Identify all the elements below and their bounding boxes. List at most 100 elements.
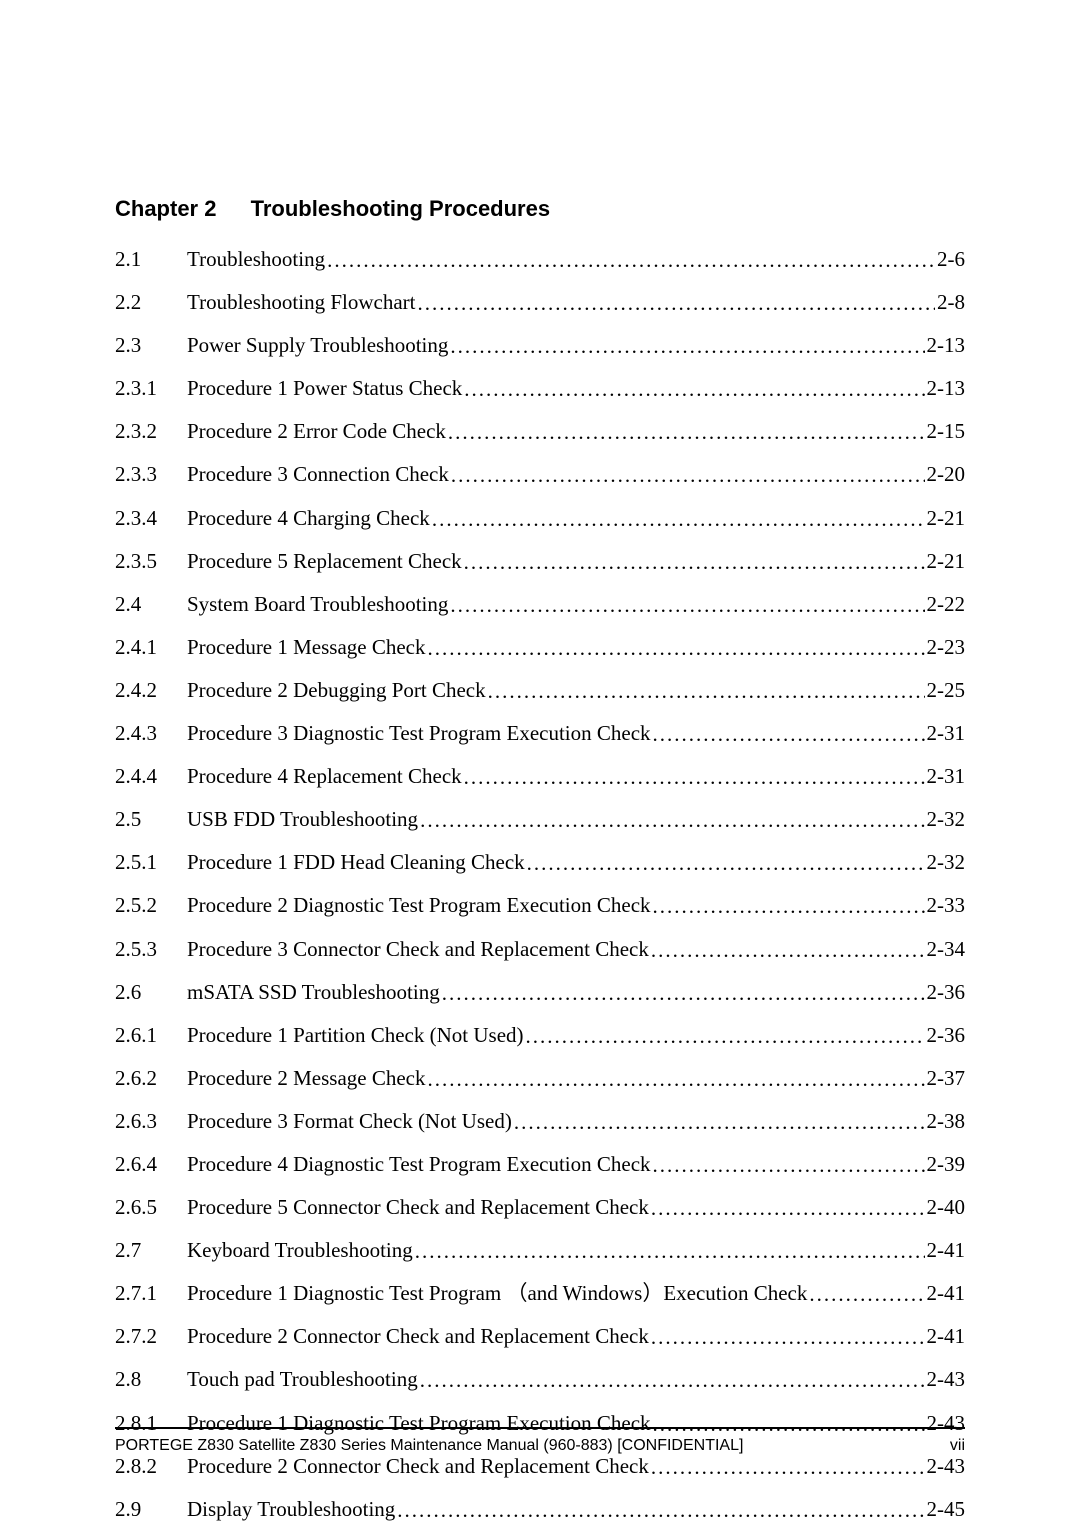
toc-number: 2.3 bbox=[115, 330, 187, 362]
toc-leader: ........................................… bbox=[448, 417, 925, 448]
toc-page: 2-25 bbox=[927, 675, 966, 707]
toc-number: 2.5 bbox=[115, 804, 187, 836]
toc-leader: ........................................… bbox=[420, 805, 924, 836]
toc-leader: ........................................… bbox=[651, 1452, 925, 1483]
toc-row: 2.8.2Procedure 2 Connector Check and Rep… bbox=[115, 1451, 965, 1483]
toc-leader: ........................................… bbox=[451, 460, 925, 491]
toc-leader: ........................................… bbox=[651, 935, 925, 966]
toc-leader: ........................................… bbox=[653, 891, 925, 922]
toc-row: 2.4System Board Troubleshooting.........… bbox=[115, 589, 965, 621]
toc-row: 2.6.5Procedure 5 Connector Check and Rep… bbox=[115, 1192, 965, 1224]
toc-page: 2-43 bbox=[927, 1364, 966, 1396]
footer-page-number: vii bbox=[950, 1437, 965, 1455]
toc-row: 2.5USB FDD Troubleshooting..............… bbox=[115, 804, 965, 836]
toc-entry: Procedure 1 Power Status Check..........… bbox=[187, 373, 965, 405]
toc-page: 2-39 bbox=[927, 1149, 966, 1181]
toc-entry: Procedure 4 Diagnostic Test Program Exec… bbox=[187, 1149, 965, 1181]
toc-page: 2-21 bbox=[927, 546, 966, 578]
toc-title: Procedure 2 Error Code Check bbox=[187, 416, 446, 448]
toc-leader: ........................................… bbox=[488, 676, 925, 707]
toc-title: Procedure 3 Diagnostic Test Program Exec… bbox=[187, 718, 651, 750]
toc-entry: Procedure 5 Replacement Check...........… bbox=[187, 546, 965, 578]
toc-page: 2-13 bbox=[927, 373, 966, 405]
toc-title: System Board Troubleshooting bbox=[187, 589, 448, 621]
toc-entry: Procedure 4 Charging Check..............… bbox=[187, 503, 965, 535]
toc-row: 2.4.3Procedure 3 Diagnostic Test Program… bbox=[115, 718, 965, 750]
toc-page: 2-31 bbox=[927, 761, 966, 793]
toc-title: Procedure 1 FDD Head Cleaning Check bbox=[187, 847, 525, 879]
toc-row: 2.3.5Procedure 5 Replacement Check......… bbox=[115, 546, 965, 578]
toc-leader: ........................................… bbox=[450, 331, 924, 362]
toc-page: 2-31 bbox=[927, 718, 966, 750]
toc-number: 2.3.5 bbox=[115, 546, 187, 578]
toc-number: 2.8 bbox=[115, 1364, 187, 1396]
toc-leader: ........................................… bbox=[809, 1279, 924, 1310]
toc-title: Procedure 2 Debugging Port Check bbox=[187, 675, 486, 707]
toc-row: 2.8Touch pad Troubleshooting............… bbox=[115, 1364, 965, 1396]
toc-page: 2-37 bbox=[927, 1063, 966, 1095]
toc-page: 2-36 bbox=[927, 977, 966, 1009]
toc-leader: ........................................… bbox=[442, 978, 925, 1009]
toc-number: 2.7.2 bbox=[115, 1321, 187, 1353]
toc-row: 2.5.1Procedure 1 FDD Head Cleaning Check… bbox=[115, 847, 965, 879]
toc-row: 2.5.3Procedure 3 Connector Check and Rep… bbox=[115, 934, 965, 966]
toc-page: 2-41 bbox=[927, 1235, 966, 1267]
toc-entry: Display Troubleshooting.................… bbox=[187, 1494, 965, 1526]
toc-leader: ........................................… bbox=[450, 590, 924, 621]
toc-entry: System Board Troubleshooting............… bbox=[187, 589, 965, 621]
toc-row: 2.3.4Procedure 4 Charging Check.........… bbox=[115, 503, 965, 535]
chapter-prefix: Chapter 2 bbox=[115, 196, 216, 222]
toc-leader: ........................................… bbox=[526, 1021, 925, 1052]
toc-number: 2.3.1 bbox=[115, 373, 187, 405]
toc-entry: USB FDD Troubleshooting.................… bbox=[187, 804, 965, 836]
table-of-contents: 2.1Troubleshooting......................… bbox=[115, 244, 965, 1525]
toc-title: Procedure 1 Diagnostic Test Program （and… bbox=[187, 1278, 807, 1310]
toc-leader: ........................................… bbox=[464, 762, 925, 793]
toc-page: 2-45 bbox=[927, 1494, 966, 1526]
toc-entry: Keyboard Troubleshooting................… bbox=[187, 1235, 965, 1267]
toc-leader: ........................................… bbox=[432, 504, 925, 535]
toc-title: Procedure 2 Message Check bbox=[187, 1063, 426, 1095]
toc-number: 2.6 bbox=[115, 977, 187, 1009]
toc-row: 2.3.3Procedure 3 Connection Check.......… bbox=[115, 459, 965, 491]
toc-leader: ........................................… bbox=[653, 719, 925, 750]
toc-page: 2-32 bbox=[927, 804, 966, 836]
toc-leader: ........................................… bbox=[327, 245, 935, 276]
toc-page: 2-6 bbox=[937, 244, 965, 276]
toc-page: 2-15 bbox=[927, 416, 966, 448]
toc-number: 2.4.1 bbox=[115, 632, 187, 664]
toc-row: 2.7.1Procedure 1 Diagnostic Test Program… bbox=[115, 1278, 965, 1310]
toc-leader: ........................................… bbox=[651, 1322, 925, 1353]
toc-entry: Troubleshooting.........................… bbox=[187, 244, 965, 276]
toc-page: 2-33 bbox=[927, 890, 966, 922]
toc-number: 2.1 bbox=[115, 244, 187, 276]
toc-title: Procedure 2 Connector Check and Replacem… bbox=[187, 1451, 649, 1483]
toc-page: 2-38 bbox=[927, 1106, 966, 1138]
toc-entry: Procedure 3 Connector Check and Replacem… bbox=[187, 934, 965, 966]
toc-page: 2-32 bbox=[927, 847, 966, 879]
toc-title: Power Supply Troubleshooting bbox=[187, 330, 448, 362]
toc-title: Display Troubleshooting bbox=[187, 1494, 395, 1526]
toc-row: 2.6mSATA SSD Troubleshooting............… bbox=[115, 977, 965, 1009]
toc-entry: Procedure 5 Connector Check and Replacem… bbox=[187, 1192, 965, 1224]
chapter-heading: Chapter 2 Troubleshooting Procedures bbox=[115, 196, 965, 222]
toc-row: 2.4.4Procedure 4 Replacement Check......… bbox=[115, 761, 965, 793]
toc-leader: ........................................… bbox=[514, 1107, 925, 1138]
toc-title: Procedure 1 Power Status Check bbox=[187, 373, 462, 405]
toc-number: 2.9 bbox=[115, 1494, 187, 1526]
toc-entry: Procedure 2 Connector Check and Replacem… bbox=[187, 1321, 965, 1353]
toc-title: Procedure 4 Replacement Check bbox=[187, 761, 462, 793]
toc-page: 2-41 bbox=[927, 1278, 966, 1310]
toc-row: 2.6.1Procedure 1 Partition Check (Not Us… bbox=[115, 1020, 965, 1052]
toc-title: Procedure 5 Connector Check and Replacem… bbox=[187, 1192, 649, 1224]
toc-title: Procedure 1 Partition Check (Not Used) bbox=[187, 1020, 524, 1052]
toc-number: 2.3.2 bbox=[115, 416, 187, 448]
toc-number: 2.5.1 bbox=[115, 847, 187, 879]
toc-entry: Power Supply Troubleshooting............… bbox=[187, 330, 965, 362]
toc-title: Troubleshooting bbox=[187, 244, 325, 276]
toc-title: Procedure 4 Charging Check bbox=[187, 503, 430, 535]
toc-page: 2-36 bbox=[927, 1020, 966, 1052]
toc-leader: ........................................… bbox=[417, 288, 935, 319]
toc-title: Procedure 2 Connector Check and Replacem… bbox=[187, 1321, 649, 1353]
toc-number: 2.6.2 bbox=[115, 1063, 187, 1095]
